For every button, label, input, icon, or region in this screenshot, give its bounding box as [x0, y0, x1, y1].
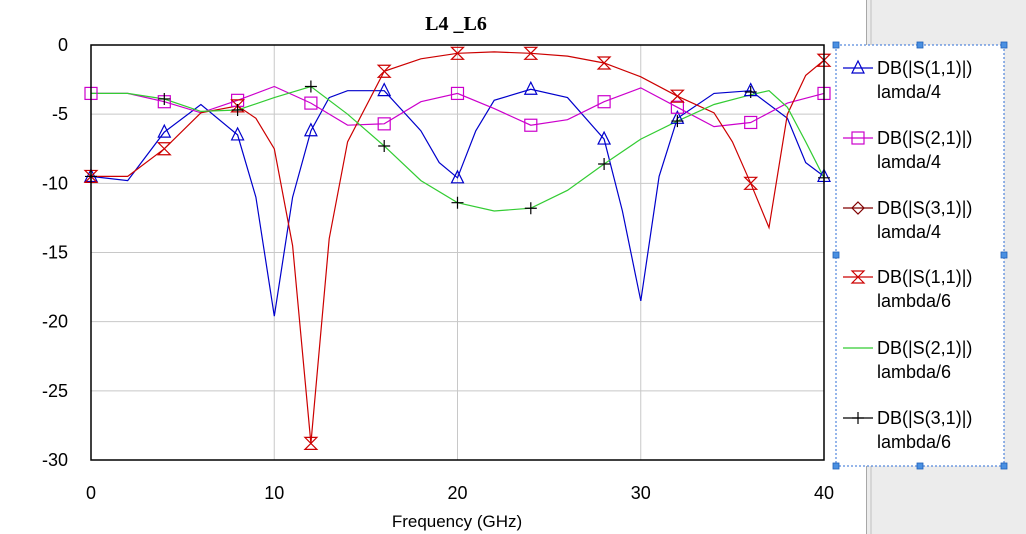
legend-sublabel-0: lamda/4 — [877, 82, 941, 102]
series-marker-3 — [83, 169, 99, 184]
series-marker-3 — [523, 46, 539, 60]
series-marker-5 — [158, 92, 171, 105]
series-line-0 — [90, 88, 825, 317]
series-marker-3 — [669, 89, 685, 103]
legend-handle[interactable] — [832, 41, 840, 49]
legend-label-1: DB(|S(2,1)|) — [877, 128, 972, 148]
series-marker-1 — [450, 86, 465, 101]
legend-box — [835, 44, 1005, 467]
legend-sublabel-3: lambda/6 — [877, 291, 951, 311]
series-marker-0 — [303, 122, 318, 137]
series-marker-1 — [597, 95, 611, 109]
series-marker-3 — [743, 176, 759, 190]
x-tick-label: 30 — [631, 483, 651, 503]
series-marker-5 — [304, 80, 317, 93]
legend-resize-handles[interactable] — [832, 41, 1008, 470]
series-marker-3 — [450, 46, 465, 60]
series-marker-1 — [670, 100, 685, 114]
x-tick-label: 40 — [814, 483, 834, 503]
series-marker-5 — [378, 139, 391, 152]
legend-handle[interactable] — [1000, 41, 1008, 49]
series-marker-5 — [598, 157, 611, 170]
x-tick-label: 10 — [264, 483, 284, 503]
legend-marker-2 — [851, 201, 865, 215]
y-tick-label: -25 — [42, 381, 68, 401]
series-marker-3 — [303, 436, 319, 450]
legend-label-4: DB(|S(2,1)|) — [877, 338, 972, 358]
x-tick-label: 20 — [447, 483, 467, 503]
legend-handle[interactable] — [832, 251, 840, 259]
series-marker-5 — [671, 115, 684, 128]
series-marker-0 — [377, 82, 392, 97]
series-marker-1 — [377, 117, 391, 131]
legend-sublabel-5: lambda/6 — [877, 432, 951, 452]
y-tick-label: -30 — [42, 450, 68, 470]
y-tick-label: -15 — [42, 243, 68, 263]
legend-entries: DB(|S(1,1)|) lamda/4 DB(|S(2,1)|) lamda/4 DB… — [843, 58, 972, 452]
series-marker-3 — [816, 53, 832, 67]
legend-sublabel-2: lamda/4 — [877, 222, 941, 242]
series-marker-3 — [376, 64, 392, 78]
legend-label-0: DB(|S(1,1)|) — [877, 58, 972, 78]
series-marker-5 — [744, 86, 757, 99]
series-marker-3 — [230, 99, 246, 113]
y-tick-label: 0 — [58, 35, 68, 55]
x-axis-label: Frequency (GHz) — [392, 512, 522, 531]
legend-handle[interactable] — [832, 462, 840, 470]
legend-marker-1 — [851, 131, 865, 145]
x-tick-label: 0 — [86, 483, 96, 503]
legend-label-2: DB(|S(3,1)|) — [877, 198, 972, 218]
y-tick-label: -20 — [42, 312, 68, 332]
legend-handle[interactable] — [916, 462, 924, 470]
series-marker-0 — [597, 130, 612, 145]
series-marker-0 — [523, 80, 538, 95]
series-marker-0 — [450, 169, 465, 184]
series-markers — [83, 46, 832, 450]
series-marker-1 — [744, 115, 758, 130]
legend-marker-5 — [852, 412, 864, 424]
series-marker-3 — [596, 56, 612, 70]
grid — [90, 44, 825, 461]
axis-ticks: 0 10 20 30 40 0 -5 -10 -15 -20 -25 -30 — [42, 35, 834, 503]
series-marker-5 — [231, 104, 244, 117]
legend-label-5: DB(|S(3,1)|) — [877, 408, 972, 428]
series-line-4 — [91, 85, 825, 212]
series-marker-1 — [304, 96, 318, 110]
legend-handle[interactable] — [1000, 462, 1008, 470]
chart-title: L4 _L6 — [425, 13, 487, 35]
legend-marker-3 — [850, 270, 866, 284]
series-marker-3 — [156, 142, 172, 156]
series-marker-5 — [451, 196, 464, 209]
legend[interactable]: DB(|S(1,1)|) lamda/4 DB(|S(2,1)|) lamda/4 DB… — [832, 41, 1008, 470]
y-tick-label: -5 — [52, 104, 68, 124]
series-marker-5 — [524, 202, 537, 215]
y-tick-label: -10 — [42, 173, 68, 193]
plot-frame — [90, 44, 825, 461]
legend-handle[interactable] — [916, 41, 924, 49]
legend-handle[interactable] — [1000, 251, 1008, 259]
series-marker-0 — [157, 123, 172, 138]
legend-sublabel-1: lamda/4 — [877, 152, 941, 172]
series-marker-1 — [524, 118, 538, 132]
legend-marker-0 — [851, 59, 865, 74]
legend-sublabel-4: lambda/6 — [877, 362, 951, 382]
legend-label-3: DB(|S(1,1)|) — [877, 267, 972, 287]
series-line-1 — [91, 85, 825, 128]
series-marker-0 — [230, 126, 245, 141]
